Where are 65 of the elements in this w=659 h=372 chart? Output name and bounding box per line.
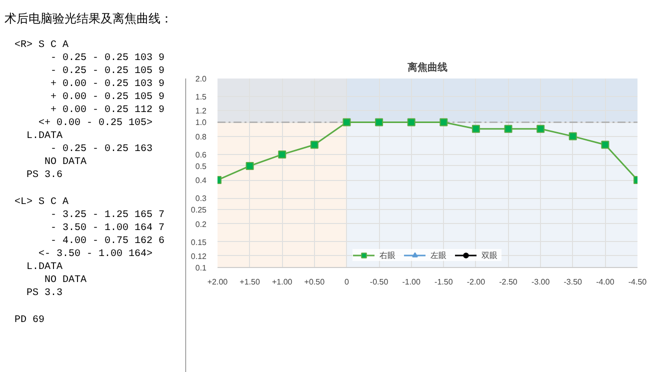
text: - 4.00 - 0.75 162 6 [50,236,165,247]
point [407,118,416,126]
y-tick-label: 0.3 [195,194,208,204]
y-tick-label: 0.25 [190,206,208,215]
point [568,132,577,140]
legend-label: 右眼 [380,250,396,261]
point [472,124,480,133]
text: <R> S C A [14,40,69,51]
x-tick-label: +0.50 [304,278,326,286]
y-tick-label: 0.12 [190,252,208,261]
y-tick-label: 1.5 [195,92,208,102]
text: + 0.00 - 0.25 112 9 [50,105,165,116]
text: <- 3.50 - 1.00 164> [38,249,153,260]
point [440,118,448,126]
x-tick-label: +2.00 [207,278,228,286]
x-tick-label: -0.50 [370,278,389,286]
y-tick-label: 0.6 [195,150,208,160]
x-tick-label: -4.00 [596,278,615,286]
point [375,118,384,126]
y-tick-label: 0.2 [195,220,208,229]
text: <+ 0.00 - 0.25 105> [38,118,153,129]
text: NO DATA [44,275,87,286]
text: PS 3.6 [26,170,63,181]
y-tick-label: 0.8 [195,132,208,142]
x-tick-label: -4.50 [628,278,648,286]
text: 术后电脑验光结果及离焦曲线： [4,12,172,26]
x-tick-label: 0 [344,278,350,286]
text: + 0.00 - 0.25 103 9 [50,79,165,90]
text: NO DATA [44,157,87,168]
legend-label: 双眼 [482,250,498,261]
y-tick-label: 1.2 [195,106,208,116]
text: <L> S C A [14,197,69,208]
text: - 0.25 - 0.25 103 9 [50,53,165,64]
x-tick-label: +1.00 [272,278,293,286]
point [601,140,610,149]
x-tick-label: -2.00 [466,278,486,286]
text: + 0.00 - 0.25 105 9 [50,92,165,103]
x-tick-label: -3.50 [564,278,583,286]
y-tick-label: 0.5 [195,162,208,171]
y-tick-label: 0.4 [195,176,208,186]
point [310,140,318,149]
point [278,150,286,158]
x-tick-label: +1.50 [240,278,260,286]
text: L.DATA [26,131,63,142]
point [504,124,512,133]
text: L.DATA [26,262,63,273]
y-tick-label: 0.1 [195,264,208,272]
y-tick-label: 2.0 [195,74,208,84]
point [536,124,545,133]
x-tick-label: -2.50 [499,278,518,286]
text: PD 69 [14,315,45,326]
text: - 3.25 - 1.25 165 7 [50,210,165,221]
text: - 3.50 - 1.00 164 7 [50,223,165,234]
y-tick-label: 1.0 [195,118,208,128]
legend-label: 左眼 [430,250,448,261]
x-tick-label: -1.50 [434,278,454,286]
text: PS 3.3 [26,288,63,299]
y-tick-label: 0.15 [190,238,208,247]
point [246,162,254,170]
point [342,118,351,126]
x-tick-label: -1.00 [402,278,422,286]
chart-title: 离焦曲线 [406,62,448,74]
x-tick-label: -3.00 [531,278,550,286]
text: - 0.25 - 0.25 163 [50,144,153,155]
text: - 0.25 - 0.25 105 9 [50,66,165,77]
